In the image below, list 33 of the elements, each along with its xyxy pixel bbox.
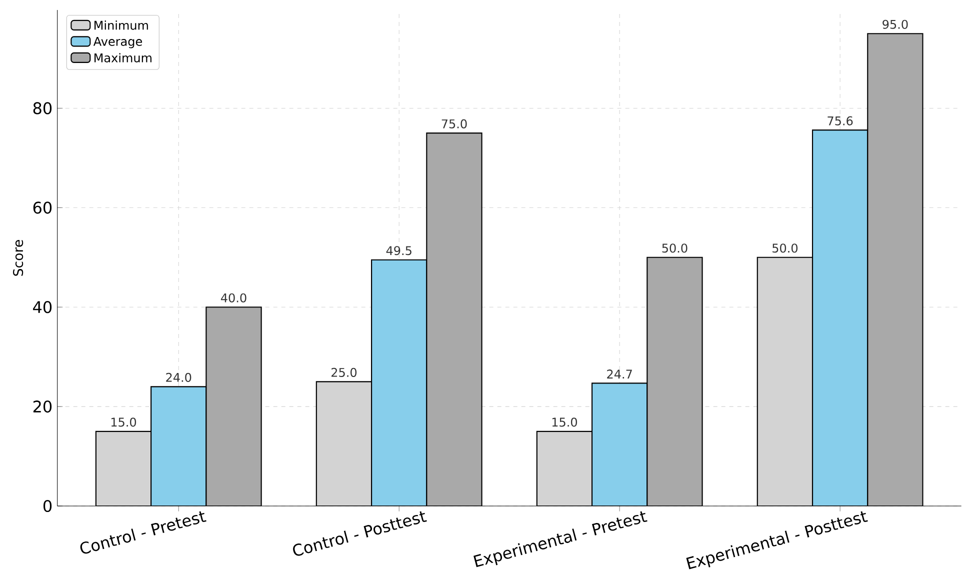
data-label: 50.0 bbox=[772, 243, 798, 253]
bar bbox=[591, 382, 648, 506]
bar bbox=[536, 430, 593, 506]
legend-label: Minimum bbox=[94, 20, 148, 30]
legend-label: Average bbox=[93, 36, 142, 48]
data-label: 24.0 bbox=[166, 372, 192, 382]
data-label: 50.0 bbox=[662, 243, 688, 253]
data-label: 95.0 bbox=[882, 20, 908, 29]
data-label: 40.0 bbox=[220, 293, 246, 302]
data-label: 15.0 bbox=[111, 418, 136, 427]
bar bbox=[206, 306, 262, 506]
data-label: 75.0 bbox=[442, 119, 467, 128]
bar bbox=[371, 259, 428, 506]
data-label: 25.0 bbox=[331, 368, 357, 377]
bar bbox=[867, 32, 924, 506]
data-label: 15.0 bbox=[552, 418, 578, 427]
data-label: 75.6 bbox=[828, 116, 853, 126]
legend-label: Maximum bbox=[94, 52, 152, 62]
y-tick-label: 0 bbox=[43, 500, 52, 512]
x-tick-label: Control - Pretest bbox=[80, 511, 206, 554]
bar bbox=[646, 256, 703, 506]
y-tick-label: 20 bbox=[33, 400, 52, 412]
y-tick-label: 80 bbox=[33, 102, 52, 114]
y-tick-label: 40 bbox=[33, 300, 52, 314]
bar bbox=[812, 129, 868, 506]
bar bbox=[150, 386, 207, 506]
y-axis-title: Score bbox=[13, 240, 24, 276]
x-tick-label: Control - Posttest bbox=[293, 511, 427, 556]
data-label: 49.5 bbox=[386, 246, 412, 256]
bar bbox=[95, 430, 152, 506]
bar bbox=[426, 132, 482, 506]
data-label: 24.7 bbox=[607, 369, 632, 378]
y-tick-label: 60 bbox=[33, 201, 52, 214]
